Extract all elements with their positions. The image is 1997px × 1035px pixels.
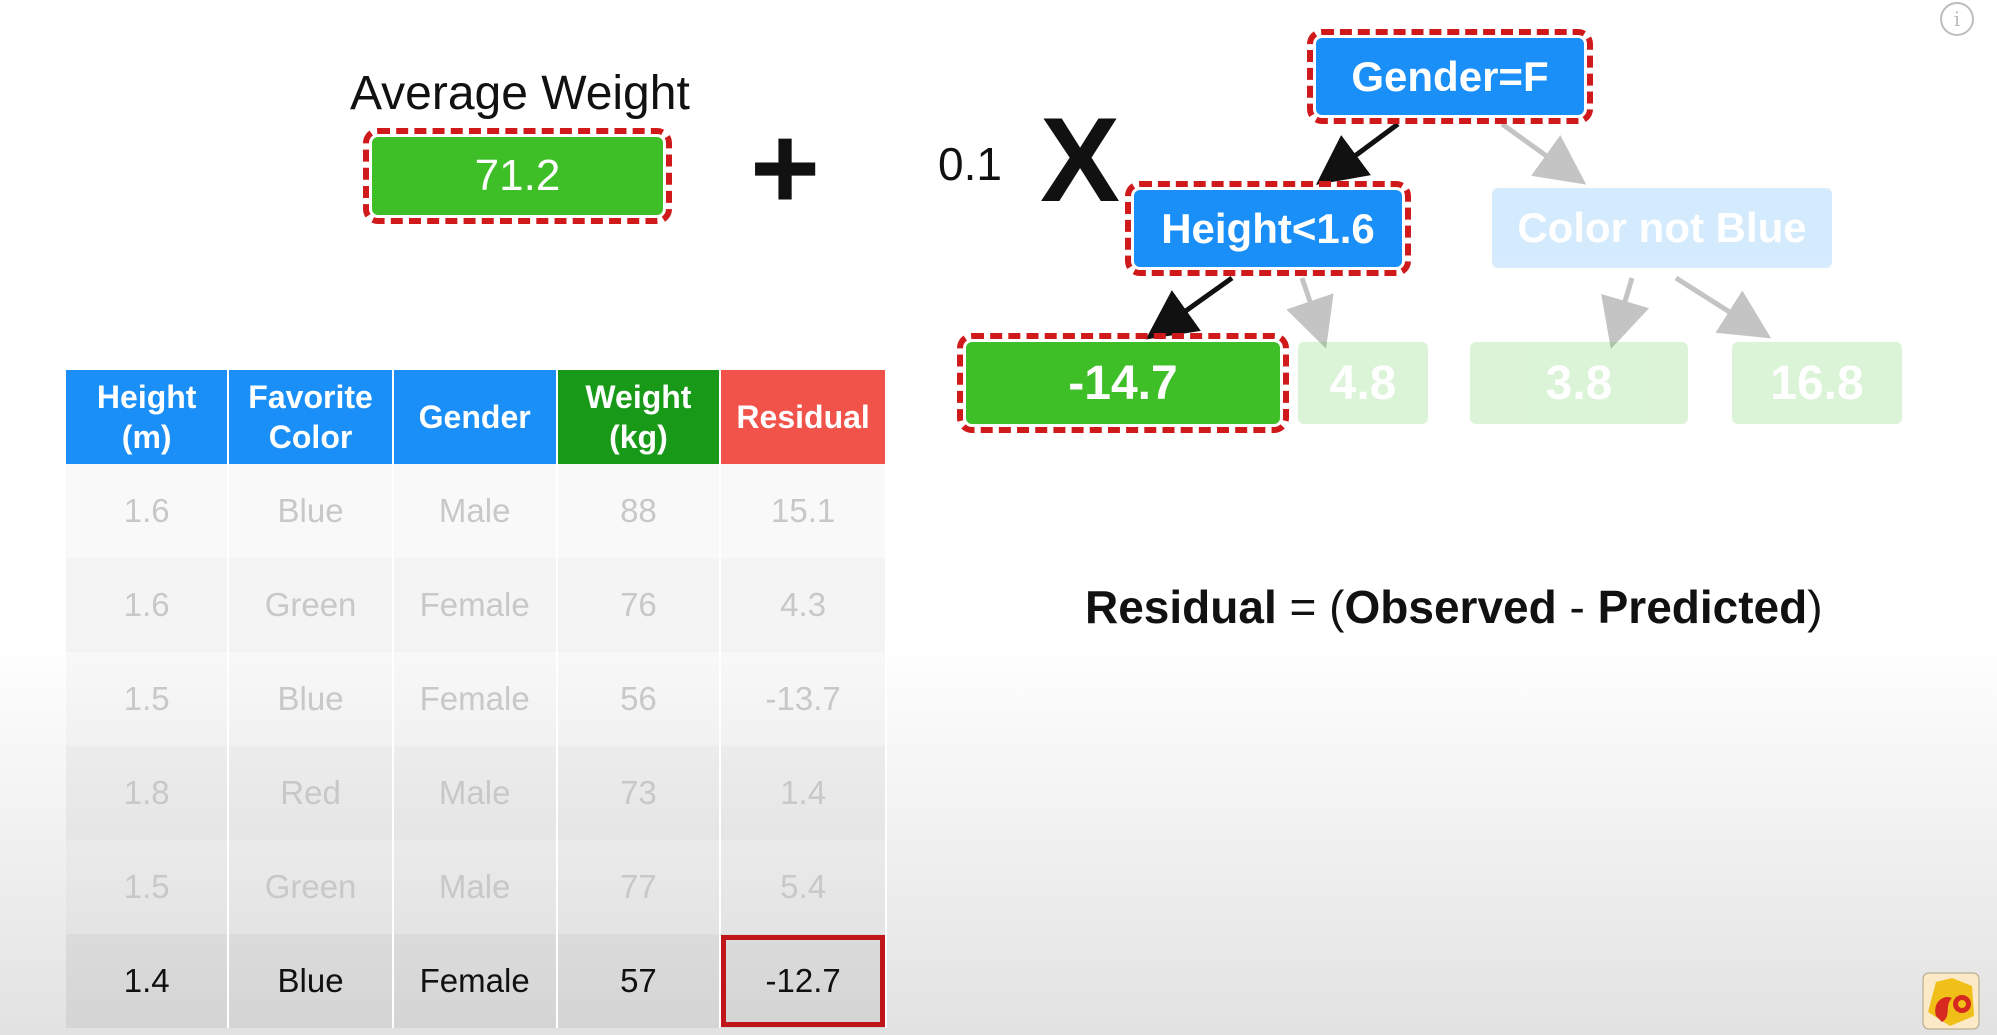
cell-gender: Female xyxy=(392,934,558,1028)
cell-gender: Female xyxy=(392,652,558,746)
cell-weight: 76 xyxy=(556,558,722,652)
leaf-2: 4.8 xyxy=(1298,342,1428,424)
cell-color: Red xyxy=(228,746,394,840)
header-color-line2: Color xyxy=(268,419,353,455)
cell-weight: 77 xyxy=(556,840,722,934)
cell-height: 1.5 xyxy=(66,652,230,746)
formula-open: ( xyxy=(1329,581,1345,633)
table-row: 1.6 Blue Male 88 15.1 xyxy=(66,464,887,558)
header-weight-line1: Weight xyxy=(585,379,692,415)
info-icon[interactable]: i xyxy=(1940,2,1974,36)
header-gender-line1: Gender xyxy=(418,399,531,435)
cell-color: Blue xyxy=(228,464,394,558)
cell-residual: 1.4 xyxy=(720,746,887,840)
header-height-line1: Height xyxy=(96,379,197,415)
arrow-root-right xyxy=(1500,121,1587,185)
cell-weight: 88 xyxy=(556,464,722,558)
cell-residual: 15.1 xyxy=(720,464,887,558)
leaf-1: -14.7 xyxy=(957,333,1289,433)
node-height: Height<1.6 xyxy=(1125,181,1411,276)
header-color-line1: Favorite xyxy=(248,379,373,415)
cell-gender: Male xyxy=(392,840,558,934)
cell-gender: Male xyxy=(392,746,558,840)
header-weight: Weight (kg) xyxy=(556,370,722,464)
formula-residual: Residual xyxy=(1085,581,1277,633)
cell-color: Green xyxy=(228,558,394,652)
cell-residual: 5.4 xyxy=(720,840,887,934)
formula-minus: - xyxy=(1569,581,1585,633)
formula-equals: = xyxy=(1289,581,1317,633)
table-header-row: Height (m) Favorite Color Gender Weight … xyxy=(66,370,887,464)
header-color: Favorite Color xyxy=(228,370,394,464)
formula-observed: Observed xyxy=(1344,581,1557,633)
plus-sign: + xyxy=(750,101,821,235)
header-weight-line2: (kg) xyxy=(609,419,668,455)
cell-color: Blue xyxy=(228,652,394,746)
cell-gender: Male xyxy=(392,464,558,558)
table-row-active: 1.4 Blue Female 57 -12.7 xyxy=(66,934,887,1028)
cell-color: Green xyxy=(228,840,394,934)
leaf-3: 3.8 xyxy=(1470,342,1688,424)
times-sign: X xyxy=(1040,93,1121,227)
leaf-4: 16.8 xyxy=(1732,342,1902,424)
header-height-line2: (m) xyxy=(121,419,172,455)
cell-height: 1.6 xyxy=(66,558,230,652)
cell-weight: 56 xyxy=(556,652,722,746)
cell-weight: 57 xyxy=(556,934,722,1028)
cell-height: 1.6 xyxy=(66,464,230,558)
arrow-height-left xyxy=(1145,275,1234,340)
cell-gender: Female xyxy=(392,558,558,652)
formula-predicted: Predicted xyxy=(1597,581,1808,633)
arrow-color-right xyxy=(1674,275,1772,339)
header-residual-line1: Residual xyxy=(736,399,870,435)
average-weight-label: Average Weight xyxy=(350,67,690,120)
arrow-height-right xyxy=(1286,277,1334,349)
cell-weight: 73 xyxy=(556,746,722,840)
cell-residual-highlighted: -12.7 xyxy=(720,934,887,1028)
arrow-root-left xyxy=(1315,121,1400,185)
header-residual: Residual xyxy=(720,370,887,464)
cell-color: Blue xyxy=(228,934,394,1028)
residual-formula: Residual = (Observed - Predicted) xyxy=(1085,580,1823,634)
cell-height: 1.8 xyxy=(66,746,230,840)
cell-height: 1.5 xyxy=(66,840,230,934)
header-gender: Gender xyxy=(392,370,558,464)
table-row: 1.8 Red Male 73 1.4 xyxy=(66,746,887,840)
node-color: Color not Blue xyxy=(1492,188,1832,268)
average-weight-value: 71.2 xyxy=(363,128,672,224)
node-gender: Gender=F xyxy=(1307,29,1593,124)
cell-residual: 4.3 xyxy=(720,558,887,652)
cell-height: 1.4 xyxy=(66,934,230,1028)
arrow-color-left xyxy=(1601,277,1650,349)
table-row: 1.5 Blue Female 56 -13.7 xyxy=(66,652,887,746)
cell-residual: -13.7 xyxy=(720,652,887,746)
table-row: 1.5 Green Male 77 5.4 xyxy=(66,840,887,934)
header-height: Height (m) xyxy=(66,370,230,464)
statquest-logo xyxy=(1922,972,1980,1030)
table-row: 1.6 Green Female 76 4.3 xyxy=(66,558,887,652)
data-table: Height (m) Favorite Color Gender Weight … xyxy=(66,370,887,1028)
formula-close: ) xyxy=(1807,581,1823,633)
learning-rate: 0.1 xyxy=(938,138,1002,190)
